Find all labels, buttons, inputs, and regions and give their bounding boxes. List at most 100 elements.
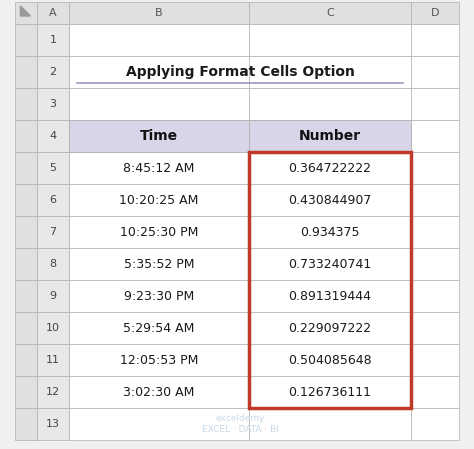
Text: Time: Time: [140, 129, 178, 143]
Bar: [249, 376, 411, 408]
Bar: [411, 152, 459, 184]
Text: 0.364722222: 0.364722222: [289, 162, 372, 175]
Text: A: A: [49, 8, 57, 18]
Text: 8:45:12 AM: 8:45:12 AM: [123, 162, 195, 175]
Text: 10:25:30 PM: 10:25:30 PM: [120, 225, 198, 238]
Bar: [69, 376, 249, 408]
Bar: [249, 88, 411, 120]
Text: 0.126736111: 0.126736111: [289, 386, 372, 399]
Bar: [37, 184, 69, 216]
Bar: [15, 2, 37, 24]
Text: B: B: [155, 8, 163, 18]
Text: 5:35:52 PM: 5:35:52 PM: [124, 257, 194, 270]
Bar: [69, 2, 249, 24]
Bar: [411, 216, 459, 248]
Bar: [69, 184, 249, 216]
Bar: [37, 56, 69, 88]
Bar: [249, 184, 411, 216]
Text: 11: 11: [46, 355, 60, 365]
Bar: [15, 376, 37, 408]
Bar: [69, 280, 249, 312]
Bar: [37, 120, 69, 152]
Bar: [249, 280, 411, 312]
Bar: [411, 56, 459, 88]
Bar: [249, 120, 411, 152]
Bar: [69, 56, 249, 88]
Bar: [69, 24, 249, 56]
Bar: [15, 152, 37, 184]
Bar: [37, 376, 69, 408]
Bar: [411, 248, 459, 280]
Text: 9: 9: [49, 291, 56, 301]
Text: exceldemy
EXCEL · DATA · BI: exceldemy EXCEL · DATA · BI: [201, 414, 278, 434]
Bar: [249, 216, 411, 248]
Bar: [411, 376, 459, 408]
Text: 10: 10: [46, 323, 60, 333]
Text: 5: 5: [49, 163, 56, 173]
Bar: [37, 312, 69, 344]
Text: 8: 8: [49, 259, 56, 269]
Bar: [15, 184, 37, 216]
Bar: [37, 408, 69, 440]
Bar: [15, 408, 37, 440]
Bar: [69, 216, 249, 248]
Bar: [69, 344, 249, 376]
Text: C: C: [326, 8, 334, 18]
Text: Number: Number: [299, 129, 361, 143]
Bar: [15, 248, 37, 280]
Bar: [411, 88, 459, 120]
Bar: [15, 216, 37, 248]
Bar: [69, 312, 249, 344]
Bar: [37, 2, 69, 24]
Bar: [411, 408, 459, 440]
Bar: [69, 120, 249, 152]
Text: 0.430844907: 0.430844907: [288, 194, 372, 207]
Text: D: D: [431, 8, 439, 18]
Bar: [249, 152, 411, 408]
Bar: [249, 56, 411, 88]
Polygon shape: [20, 6, 30, 16]
Bar: [411, 344, 459, 376]
Bar: [15, 120, 37, 152]
Text: 12:05:53 PM: 12:05:53 PM: [120, 353, 198, 366]
Text: 12: 12: [46, 387, 60, 397]
Bar: [15, 312, 37, 344]
Text: 2: 2: [49, 67, 56, 77]
Text: 7: 7: [49, 227, 56, 237]
Bar: [37, 24, 69, 56]
Bar: [37, 216, 69, 248]
Text: 6: 6: [49, 195, 56, 205]
Bar: [69, 408, 249, 440]
Bar: [69, 248, 249, 280]
Bar: [15, 56, 37, 88]
Bar: [15, 280, 37, 312]
Bar: [37, 88, 69, 120]
Bar: [249, 248, 411, 280]
Text: 0.504085648: 0.504085648: [288, 353, 372, 366]
Text: Applying Format Cells Option: Applying Format Cells Option: [126, 65, 355, 79]
Bar: [15, 24, 37, 56]
Bar: [37, 280, 69, 312]
Text: 0.229097222: 0.229097222: [289, 321, 372, 335]
Bar: [411, 184, 459, 216]
Bar: [411, 120, 459, 152]
Text: 9:23:30 PM: 9:23:30 PM: [124, 290, 194, 303]
Bar: [411, 24, 459, 56]
Text: 3: 3: [49, 99, 56, 109]
Bar: [69, 88, 249, 120]
Bar: [249, 2, 411, 24]
Text: 10:20:25 AM: 10:20:25 AM: [119, 194, 199, 207]
Bar: [411, 2, 459, 24]
Bar: [249, 408, 411, 440]
Text: 1: 1: [49, 35, 56, 45]
Bar: [15, 344, 37, 376]
Bar: [37, 344, 69, 376]
Bar: [249, 120, 411, 152]
Bar: [249, 152, 411, 184]
Text: 13: 13: [46, 419, 60, 429]
Bar: [249, 312, 411, 344]
Bar: [411, 280, 459, 312]
Bar: [69, 152, 249, 184]
Bar: [249, 344, 411, 376]
Text: 0.891319444: 0.891319444: [289, 290, 372, 303]
